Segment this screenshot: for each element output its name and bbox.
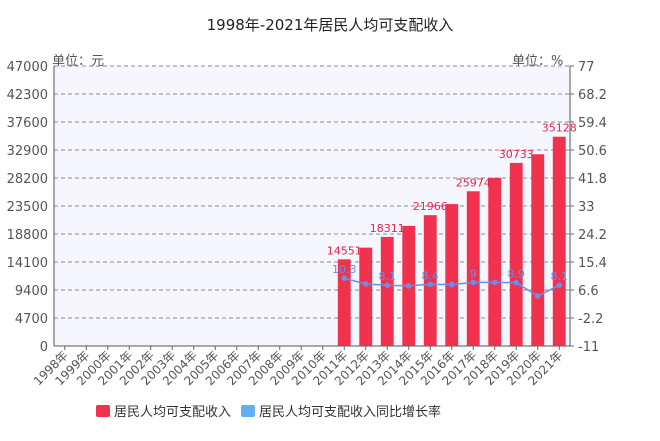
y-tick-label: 28200 xyxy=(7,172,48,187)
bar xyxy=(337,259,351,346)
y-tick-label: 9400 xyxy=(15,284,48,299)
y-tick-label: 18800 xyxy=(7,228,48,243)
bar xyxy=(509,162,523,346)
y-tick-label: 0 xyxy=(40,340,48,355)
growth-point xyxy=(384,282,391,289)
y2-tick-label: 24.2 xyxy=(578,228,607,243)
bar xyxy=(359,247,373,346)
legend-swatch-income xyxy=(96,404,110,417)
bar xyxy=(380,236,394,346)
bar-data-label: 30733 xyxy=(499,148,534,161)
y2-tick-label: -2.2 xyxy=(578,312,603,327)
chart-title: 1998年-2021年居民人均可支配收入 xyxy=(206,16,454,34)
y2-tick-label: 15.4 xyxy=(578,256,607,271)
line-data-label: 8.9 xyxy=(508,268,526,281)
bar-data-label: 25974 xyxy=(456,176,491,189)
y2-tick-label: -11 xyxy=(578,340,599,355)
y2-tick-label: 59.4 xyxy=(578,116,607,131)
bar xyxy=(466,191,480,346)
legend-item-income[interactable]: 居民人均可支配收入 xyxy=(96,401,231,420)
line-data-label: 10.3 xyxy=(332,263,357,276)
line-data-label: 8.1 xyxy=(551,270,569,283)
bar xyxy=(423,215,437,346)
growth-point xyxy=(448,281,455,288)
y-tick-label: 23500 xyxy=(7,200,48,215)
y-tick-label: 37600 xyxy=(7,116,48,131)
y2-tick-label: 68.2 xyxy=(578,88,607,103)
growth-point xyxy=(341,275,348,282)
bar xyxy=(488,177,502,346)
bar-data-label: 18311 xyxy=(370,222,405,235)
growth-point xyxy=(513,279,520,286)
y2-tick-label: 41.8 xyxy=(578,172,607,187)
right-axis-unit: 单位：% xyxy=(512,54,564,69)
bar xyxy=(531,154,545,346)
legend-label-income: 居民人均可支配收入 xyxy=(114,405,232,420)
line-data-label: 9 xyxy=(470,267,477,280)
growth-point xyxy=(405,283,412,289)
y2-tick-label: 6.6 xyxy=(578,284,599,299)
y-tick-label: 14100 xyxy=(7,256,48,271)
legend-label-growth: 居民人均可支配收入同比增长率 xyxy=(259,405,442,420)
bar xyxy=(445,204,459,346)
growth-point xyxy=(362,281,369,287)
growth-point xyxy=(470,279,477,286)
growth-point xyxy=(427,281,434,288)
y-tick-label: 47000 xyxy=(7,60,48,75)
bar-data-label: 21966 xyxy=(413,200,448,213)
legend-item-growth[interactable]: 居民人均可支配收入同比增长率 xyxy=(241,401,441,420)
bar xyxy=(552,136,566,346)
left-axis-unit: 单位：元 xyxy=(52,54,105,69)
growth-point xyxy=(491,279,498,286)
line-data-label: 8.1 xyxy=(379,270,397,283)
growth-point xyxy=(556,282,563,289)
y-tick-label: 42300 xyxy=(7,88,48,103)
y2-tick-label: 77 xyxy=(578,60,595,75)
line-data-label: 8.4 xyxy=(422,269,440,282)
bar-data-label: 35128 xyxy=(542,122,577,135)
growth-point xyxy=(534,293,541,299)
y-tick-label: 4700 xyxy=(15,312,48,327)
y2-tick-label: 50.6 xyxy=(578,144,607,159)
y2-tick-label: 33 xyxy=(578,200,595,215)
legend-swatch-growth xyxy=(241,404,256,417)
chart-legend: 居民人均可支配收入 居民人均可支配收入同比增长率 xyxy=(96,401,451,420)
bar-data-label: 14551 xyxy=(327,244,362,257)
y-tick-label: 32900 xyxy=(7,144,48,159)
